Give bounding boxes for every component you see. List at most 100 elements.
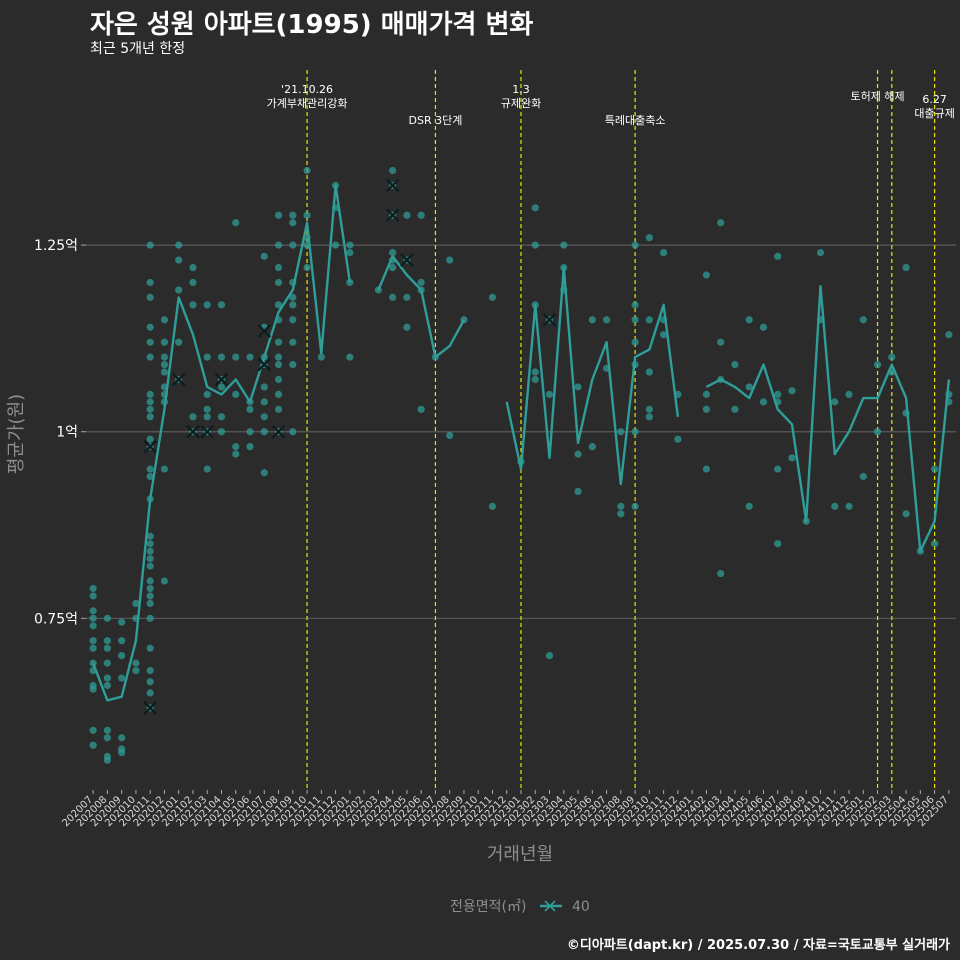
transaction-point [873, 428, 882, 436]
event-label: '21.10.26 [281, 83, 333, 96]
transaction-point [389, 293, 397, 301]
transaction-point [645, 316, 653, 324]
transaction-point [702, 405, 711, 413]
y-tick-label: 1.25억 [34, 238, 78, 254]
transaction-point [146, 547, 154, 555]
transaction-point [175, 241, 183, 249]
transaction-point [631, 301, 639, 309]
transaction-point [931, 465, 939, 473]
transaction-point [146, 614, 154, 622]
transaction-point [203, 465, 211, 473]
legend-x-swatch-b [544, 900, 556, 912]
transaction-point [346, 353, 354, 361]
x-marker [143, 439, 157, 454]
x-axis-title: 거래년월 [487, 844, 553, 865]
transaction-point [274, 390, 283, 399]
transaction-point [574, 487, 582, 496]
transaction-point [289, 301, 297, 309]
transaction-point [89, 726, 97, 734]
scatter-points [89, 166, 953, 764]
transaction-point [160, 368, 169, 376]
transaction-point [203, 353, 211, 361]
transaction-point [217, 383, 226, 391]
x-marker [542, 312, 557, 327]
transaction-point [289, 211, 297, 219]
transaction-point [189, 413, 197, 421]
transaction-point [246, 405, 254, 413]
event-label: DSR 3단계 [409, 114, 463, 127]
x-marker-stroke [257, 357, 272, 372]
transaction-point [89, 622, 97, 630]
transaction-point [303, 211, 311, 219]
transaction-point [260, 469, 268, 477]
x-marker-stroke [171, 372, 186, 387]
transaction-point [274, 360, 283, 369]
transaction-point [146, 555, 154, 563]
transaction-point [660, 331, 668, 339]
event-label: 특례대출축소 [605, 114, 666, 127]
transaction-point [631, 502, 639, 510]
transaction-point [217, 428, 226, 436]
transaction-point [260, 428, 268, 436]
transaction-point [774, 540, 782, 548]
x-axis-ticks: 2020072020082020092020102020112020122021… [60, 790, 951, 829]
event-label: 1.3 [512, 83, 530, 96]
transaction-point [103, 681, 111, 690]
transaction-point [660, 248, 668, 257]
transaction-point [902, 510, 910, 518]
transaction-point [274, 405, 283, 413]
y-axis-title: 평균가(원) [6, 394, 27, 474]
transaction-point [574, 450, 582, 458]
transaction-point [702, 271, 711, 279]
transaction-point [175, 286, 183, 294]
transaction-point [132, 666, 140, 675]
x-marker [186, 424, 200, 439]
transaction-point [531, 375, 539, 384]
y-tick-label: 0.75억 [34, 611, 78, 627]
transaction-point [160, 353, 169, 361]
transaction-point [146, 323, 154, 331]
x-marker-stroke [214, 372, 229, 387]
legend-title: 전용면적(㎡) [450, 899, 526, 915]
transaction-point [274, 241, 283, 249]
transaction-point [403, 323, 411, 331]
transaction-point [146, 689, 154, 697]
transaction-point [175, 256, 183, 264]
transaction-point [774, 252, 782, 260]
transaction-point [146, 577, 154, 585]
x-marker-stroke [385, 178, 400, 193]
transaction-point [645, 368, 653, 376]
transaction-point [588, 316, 596, 324]
transaction-point [346, 241, 354, 249]
x-marker [271, 424, 286, 439]
transaction-point [260, 413, 268, 421]
transaction-point [617, 510, 625, 518]
transaction-point [160, 360, 169, 369]
transaction-point [274, 211, 283, 219]
event-label: 6.27 [922, 93, 947, 106]
transaction-point [160, 577, 169, 585]
transaction-point [89, 741, 97, 749]
event-label: 가계부채관리강화 [267, 97, 348, 110]
transaction-point [246, 443, 254, 451]
transaction-point [89, 584, 97, 593]
source-credit: ©디아파트(dapt.kr) / 2025.07.30 / 자료=국토교통부 실… [566, 938, 950, 953]
transaction-point [203, 405, 211, 413]
transaction-point [132, 599, 140, 608]
transaction-point [146, 465, 154, 473]
transaction-point [260, 398, 268, 406]
transaction-point [203, 413, 211, 421]
transaction-point [103, 659, 111, 667]
transaction-point [160, 338, 169, 346]
transaction-point [745, 502, 753, 510]
transaction-point [146, 472, 154, 481]
transaction-point [146, 678, 154, 686]
x-marker-stroke [143, 701, 157, 715]
transaction-point [146, 338, 154, 346]
transaction-point [531, 204, 539, 212]
transaction-point [674, 435, 682, 443]
transaction-point [774, 465, 782, 473]
transaction-point [831, 502, 839, 510]
transaction-point [702, 465, 711, 473]
